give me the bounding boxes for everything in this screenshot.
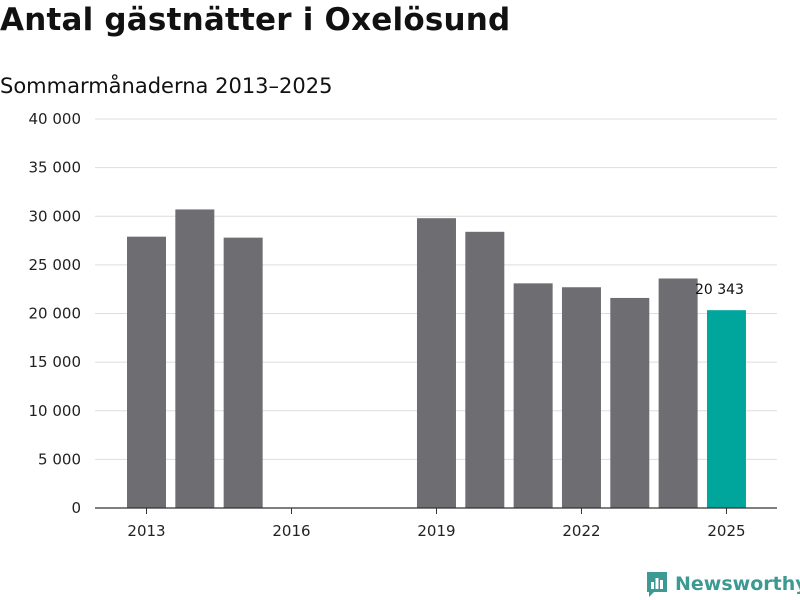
y-tick-label: 5 000 [38, 450, 81, 468]
bar-2015 [223, 237, 263, 508]
y-tick-label: 30 000 [29, 207, 82, 225]
y-tick-label: 40 000 [29, 110, 82, 128]
x-tick-label: 2013 [127, 522, 165, 540]
bar-2020 [465, 231, 505, 508]
y-tick-label: 10 000 [29, 402, 82, 420]
bar-2024 [658, 278, 698, 508]
data-labels: 20 343 [695, 282, 744, 298]
chart-title: Antal gästnätter i Oxelösund [0, 2, 511, 38]
newsworthy-logo-icon [647, 572, 667, 597]
bar-2021 [513, 283, 553, 508]
chart-subtitle: Sommarmånaderna 2013–2025 [0, 74, 333, 98]
bar-2023 [610, 297, 650, 508]
x-tick-label: 2022 [562, 522, 600, 540]
data-label: 20 343 [695, 282, 744, 298]
bar-2025 [706, 310, 746, 508]
y-axis-ticks: 0 5 000 10 000 15 000 20 000 25 000 30 000 35 0… [29, 110, 82, 517]
bar-2019 [416, 218, 456, 508]
x-tick-label: 2016 [272, 522, 310, 540]
brand-name: Newsworthy [675, 573, 800, 595]
bar-2022 [561, 287, 601, 508]
bar-2014 [175, 209, 215, 508]
y-tick-label: 15 000 [29, 353, 82, 371]
y-tick-label: 20 000 [29, 305, 82, 323]
x-axis: 2013 2016 2019 2022 2025 [95, 507, 777, 540]
x-tick-label: 2025 [707, 522, 745, 540]
bars [127, 209, 746, 509]
y-tick-label: 35 000 [29, 159, 82, 177]
bar-2013 [127, 236, 166, 509]
brand-logo: Newsworthy [645, 570, 800, 598]
x-tick-label: 2019 [417, 522, 455, 540]
y-tick-label: 25 000 [29, 256, 82, 274]
y-tick-label: 0 [71, 499, 81, 517]
